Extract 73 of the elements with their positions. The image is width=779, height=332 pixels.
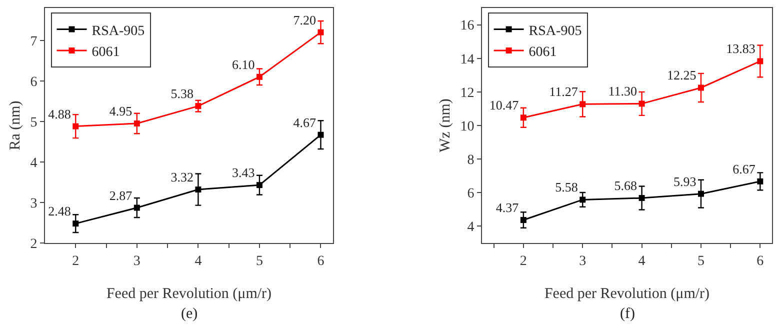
- point: [318, 29, 324, 36]
- data-label: 3.32: [170, 170, 194, 185]
- point: [256, 182, 262, 188]
- y-tick-label: 7: [30, 34, 38, 50]
- legend-label: RSA-905: [528, 24, 582, 39]
- y-axis-title: Ra (nm): [7, 100, 24, 150]
- y-tick-label: 4: [467, 220, 474, 236]
- x-tick-label: 3: [133, 254, 140, 269]
- point: [520, 217, 526, 223]
- point: [698, 190, 704, 197]
- data-label: 4.67: [293, 114, 316, 130]
- data-label: 10.47: [489, 98, 520, 113]
- y-tick-label: 4: [30, 156, 38, 171]
- data-label: 3.43: [232, 165, 255, 180]
- x-tick-label: 6: [756, 254, 764, 269]
- data-label: 13.83: [726, 41, 756, 56]
- point: [195, 103, 202, 110]
- point: [580, 101, 586, 108]
- data-label: 4.88: [48, 106, 71, 122]
- data-label: 4.37: [496, 200, 520, 215]
- data-label: 7.20: [293, 12, 316, 28]
- x-tick-label: 6: [317, 254, 324, 269]
- x-tick-label: 4: [638, 254, 646, 269]
- y-tick-label: 14: [460, 52, 474, 68]
- point: [318, 132, 324, 138]
- point: [580, 196, 586, 203]
- data-label: 5.58: [555, 180, 578, 195]
- text: (f): [620, 306, 635, 322]
- data-label: 6.10: [232, 56, 255, 72]
- legend-label: 6061: [92, 44, 120, 60]
- point: [72, 220, 79, 227]
- x-tick-label: 5: [256, 254, 263, 269]
- data-label: 5.68: [614, 178, 638, 194]
- data-label: 11.27: [549, 84, 578, 100]
- point: [638, 195, 645, 202]
- data-label: 6.67: [732, 161, 756, 176]
- y-tick-label: 3: [30, 196, 38, 212]
- y-tick-label: 6: [467, 186, 474, 202]
- point: [134, 204, 140, 211]
- data-label: 4.95: [109, 103, 132, 118]
- y-tick-label: 2: [30, 236, 38, 252]
- x-tick-label: 4: [194, 254, 202, 269]
- x-tick-label: 5: [697, 254, 704, 269]
- point: [195, 186, 202, 193]
- point: [72, 123, 79, 130]
- y-tick-label: 12: [460, 86, 474, 101]
- y-axis-title: Wz (nm): [437, 98, 454, 152]
- x-tick-label: 2: [72, 254, 80, 269]
- point: [520, 114, 526, 121]
- x-tick-label: 3: [579, 254, 586, 269]
- text: (e): [181, 306, 198, 322]
- legend-label: RSA-905: [92, 24, 145, 39]
- x-axis-title: Feed per Revolution (μm/r): [106, 286, 272, 302]
- legend-label: 6061: [528, 44, 557, 60]
- y-tick-label: 16: [460, 18, 474, 34]
- y-tick-label: 5: [30, 115, 38, 130]
- point: [698, 84, 704, 91]
- data-label: 5.93: [673, 174, 696, 189]
- x-axis-title: Feed per Revolution (μm/r): [544, 286, 710, 302]
- data-label: 11.30: [608, 84, 638, 99]
- data-label: 12.25: [666, 68, 696, 83]
- point: [757, 58, 764, 64]
- point: [757, 178, 764, 184]
- data-label: 2.87: [109, 188, 133, 203]
- y-tick-label: 10: [460, 119, 474, 134]
- data-label: 5.38: [170, 86, 194, 102]
- point: [134, 120, 140, 126]
- point: [638, 100, 645, 107]
- point: [256, 74, 262, 80]
- data-label: 2.48: [48, 204, 71, 219]
- y-tick-label: 8: [467, 152, 474, 168]
- y-tick-label: 6: [30, 74, 38, 90]
- x-tick-label: 2: [520, 254, 527, 269]
